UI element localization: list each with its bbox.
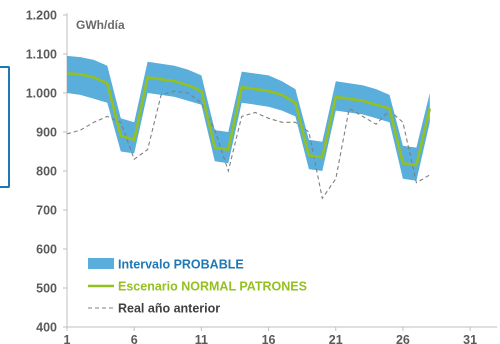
x-tick-label: 11: [195, 333, 208, 344]
legend-label: Intervalo PROBABLE: [118, 258, 244, 272]
y-tick-label: 600: [36, 243, 57, 257]
y-tick-label: 800: [36, 165, 57, 179]
legend: Intervalo PROBABLE Escenario NORMAL PATRO…: [88, 258, 307, 316]
x-tick-label: 31: [463, 333, 477, 344]
y-tick-label: 1.100: [26, 48, 57, 62]
plot-area: [66, 55, 432, 200]
x-tick-label: 26: [396, 333, 410, 344]
series-band-intervalo-probable: [67, 55, 430, 181]
x-tick-label: 6: [131, 333, 138, 344]
selection-edge-marker: [0, 66, 10, 188]
y-tick-label: 400: [36, 321, 57, 335]
y-unit-label: GWh/día: [76, 18, 125, 32]
x-tick-label: 1: [64, 333, 71, 344]
y-tick-label: 1.000: [26, 87, 57, 101]
x-tick-label: 21: [329, 333, 343, 344]
y-tick-label: 1.200: [26, 9, 57, 23]
y-tick-label: 500: [36, 282, 57, 296]
legend-label: Real año anterior: [118, 302, 220, 316]
x-tick-label: 16: [262, 333, 276, 344]
legend-label: Escenario NORMAL PATRONES: [118, 280, 307, 294]
y-tick-label: 900: [36, 126, 57, 140]
legend-swatch-band: [88, 258, 114, 269]
series-line-escenario-normal: [66, 72, 432, 167]
series-line-real-ano-anterior: [66, 90, 431, 200]
y-tick-label: 700: [36, 204, 57, 218]
